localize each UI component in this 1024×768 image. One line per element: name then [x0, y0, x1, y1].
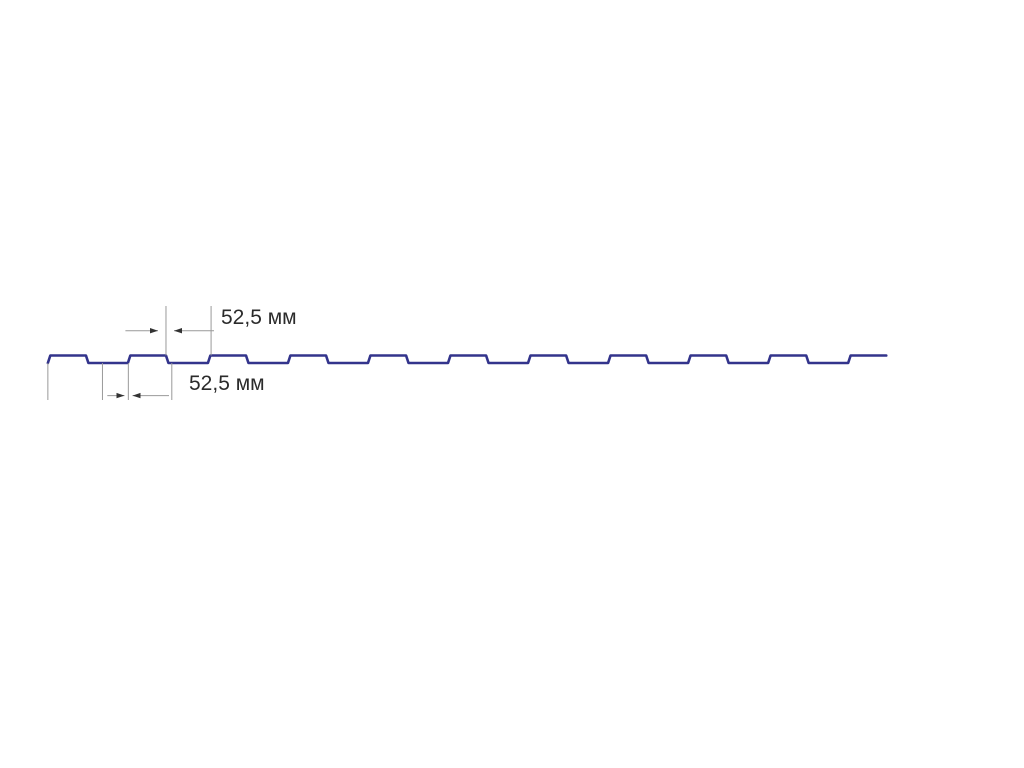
svg-text:52,5 мм: 52,5 мм [221, 306, 297, 329]
svg-text:52,5 мм: 52,5 мм [189, 372, 265, 395]
